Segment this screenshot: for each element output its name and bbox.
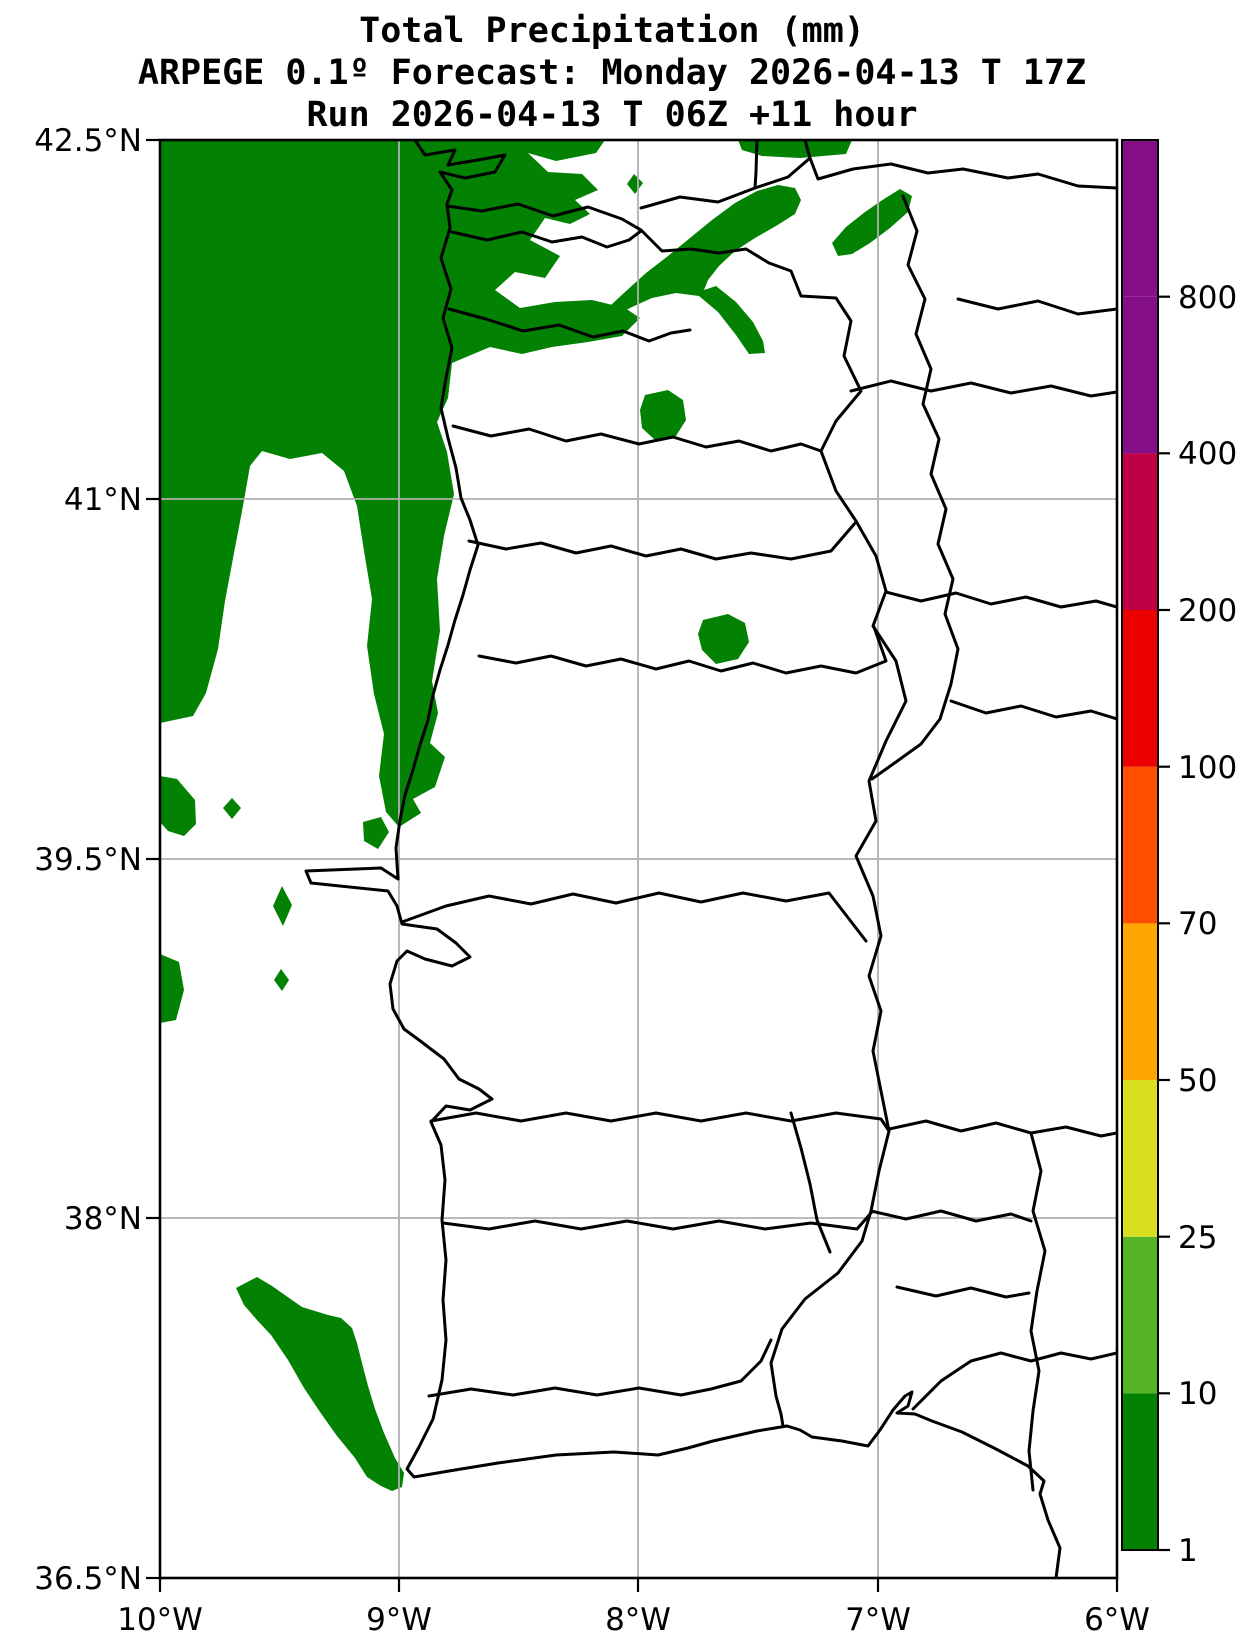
precip-area-zamora: [832, 189, 912, 256]
border-spain-north: [639, 156, 1117, 210]
precip-area-small-1: [274, 969, 289, 991]
precip-area-coast-blob: [363, 817, 389, 849]
border-spain-vertical: [870, 194, 960, 781]
colorbar-tick-labels: 1 10 25 50 70 100 200 400 800: [1178, 280, 1237, 1569]
precip-area-west-teardrop: [160, 776, 196, 836]
district-alentejo-north: [429, 1111, 891, 1133]
colorbar-label-70: 70: [1178, 906, 1217, 942]
x-tick-10w: 10°W: [117, 1602, 203, 1638]
district-minho: [447, 307, 692, 343]
precip-area-top-edge: [738, 140, 852, 158]
border-spain-h4: [949, 699, 1117, 721]
y-tick-38n: 38°N: [64, 1201, 142, 1237]
figure-subtitle-run: Run 2026-04-13 T 06Z +11 hour: [306, 95, 917, 135]
colorbar-label-100: 100: [1178, 750, 1237, 786]
colorbar-label-400: 400: [1178, 436, 1237, 472]
colorbar-segment-above-800: [1122, 140, 1158, 297]
figure-title: Total Precipitation (mm): [359, 11, 865, 51]
precip-area-northeast-band: [611, 185, 801, 354]
district-douro: [451, 424, 823, 453]
colorbar-label-200: 200: [1178, 593, 1237, 629]
figure-subtitle-forecast: ARPEGE 0.1º Forecast: Monday 2026-04-13 …: [138, 53, 1086, 93]
border-spain-h1: [849, 379, 1117, 398]
precip-area-douro-blob: [640, 390, 686, 440]
colorbar-segment-400-800: [1122, 296, 1158, 454]
border-spain-h3: [884, 590, 1117, 609]
precipitation-shading: [160, 140, 912, 1491]
y-tick-42-5n: 42.5°N: [34, 123, 142, 159]
precip-area-southwest-band: [236, 1277, 404, 1491]
colorbar-label-25: 25: [1178, 1220, 1217, 1256]
colorbar-label-10: 10: [1178, 1376, 1217, 1412]
district-beira-alta: [467, 520, 858, 561]
border-andalucia-se: [911, 1351, 1117, 1411]
precip-area-left-strip: [160, 954, 184, 1023]
border-extremadura-north: [887, 1119, 1117, 1138]
precip-area-small-diamond-north: [627, 174, 643, 194]
colorbar-label-800: 800: [1178, 280, 1237, 316]
colorbar-segment-50-70: [1122, 923, 1158, 1080]
y-tick-39-5n: 39.5°N: [34, 842, 142, 878]
x-axis-labels: 10°W 9°W 8°W 7°W 6°W: [117, 1602, 1150, 1638]
x-tick-8w: 8°W: [605, 1602, 671, 1638]
graticule: [160, 140, 1117, 1578]
district-galicia: [450, 229, 643, 249]
colorbar-label-50: 50: [1178, 1063, 1217, 1099]
border-badajoz-south: [869, 1209, 1033, 1223]
precip-area-estrela-blob: [698, 614, 749, 664]
colorbar-segment-70-100: [1122, 766, 1158, 924]
district-alentejo-cross: [789, 1111, 832, 1254]
colorbar-segment-10-25: [1122, 1236, 1158, 1394]
precip-area-diamond-2: [273, 886, 292, 926]
precip-area-diamond-1: [223, 798, 241, 819]
x-tick-7w: 7°W: [845, 1602, 911, 1638]
colorbar-segment-1-10: [1122, 1393, 1158, 1550]
precip-area-northwest: [160, 140, 640, 827]
border-spain-h2: [956, 297, 1117, 316]
colorbar-outline: [1121, 139, 1159, 1551]
colorbar-tick-marks: [1158, 295, 1170, 1552]
y-axis-labels: 42.5°N 41°N 39.5°N 38°N 36.5°N: [34, 123, 142, 1597]
district-tejo: [400, 891, 868, 943]
administrative-boundaries: [400, 140, 1117, 1492]
x-tick-6w: 6°W: [1084, 1602, 1150, 1638]
axis-ticks: [146, 138, 1119, 1592]
border-andalucia-north: [895, 1285, 1031, 1299]
colorbar-label-1: 1: [1178, 1533, 1198, 1569]
district-algarve: [427, 1338, 773, 1398]
district-beira-baixa: [477, 625, 888, 675]
x-tick-9w: 9°W: [366, 1602, 432, 1638]
y-tick-36-5n: 36.5°N: [34, 1561, 142, 1597]
colorbar-segment-100-200: [1122, 610, 1158, 767]
border-spain-top-connector: [753, 140, 759, 190]
y-tick-41n: 41°N: [64, 482, 142, 518]
district-alentejo-mid: [441, 1211, 873, 1231]
colorbar-segment-25-50: [1122, 1080, 1158, 1237]
colorbar: 1 10 25 50 70 100 200 400 800: [1121, 139, 1237, 1569]
colorbar-segment-200-400: [1122, 453, 1158, 610]
border-huelva-sevilla: [1027, 1131, 1047, 1492]
coastline: [304, 140, 1062, 1578]
map-content: [160, 140, 1117, 1578]
border-spain-v-notch: [803, 140, 812, 160]
